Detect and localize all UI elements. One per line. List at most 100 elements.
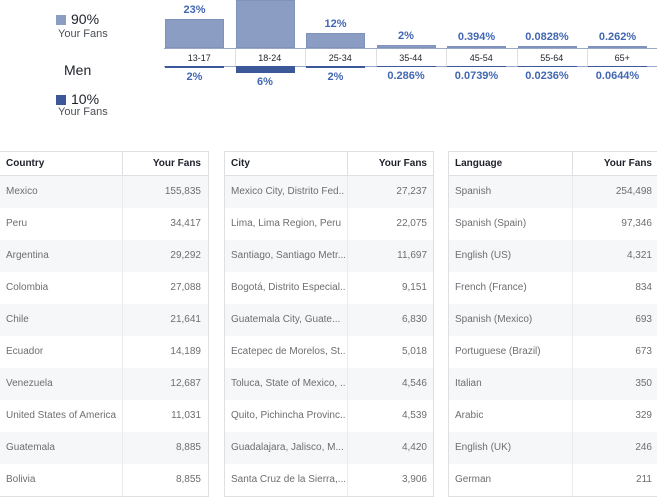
cell-divider (122, 208, 123, 240)
table-row: Argentina 29,292 (0, 240, 208, 272)
table-row: Bogotá, Distrito Especial... 9,151 (225, 272, 433, 304)
bar-men-13-17[interactable] (165, 66, 224, 69)
age-label-55-64: 55-64 (540, 53, 564, 63)
city-name: Mexico City, Distrito Fed... (231, 186, 345, 197)
cell-divider (572, 464, 573, 496)
bar-men-18-24[interactable] (235, 66, 295, 73)
city-name: Santiago, Santiago Metr... (231, 250, 345, 261)
table-row: Colombia 27,088 (0, 272, 208, 304)
bar-men-55-64[interactable] (517, 66, 577, 67)
label-men-65+: 0.0644% (595, 70, 640, 82)
fans-count: 12,687 (170, 378, 201, 389)
bar-women-13-17[interactable] (165, 19, 224, 48)
country-name: Mexico (6, 186, 38, 197)
country-name: United States of America (6, 410, 117, 421)
column-header-country[interactable]: Country (6, 158, 45, 169)
chart-axis-top (164, 48, 657, 49)
fans-count: 4,546 (401, 378, 427, 389)
label-men-13-17: 2% (186, 71, 203, 84)
fans-count: 8,885 (175, 442, 201, 453)
header-divider (122, 152, 123, 175)
bar-women-25-34[interactable] (306, 32, 365, 48)
table-row: United States of America 11,031 (0, 400, 208, 432)
age-label-35-44: 35-44 (399, 53, 423, 63)
table-row: Spanish (Spain) 97,346 (449, 208, 657, 240)
bar-women-35-44[interactable] (376, 45, 436, 48)
city-table-header: City Your Fans (225, 152, 433, 176)
bar-women-55-64[interactable] (517, 46, 577, 48)
column-header-language[interactable]: Language (455, 158, 503, 169)
age-separator (375, 49, 377, 66)
table-row: Guadalajara, Jalisco, M... 4,420 (225, 432, 433, 464)
age-separator (234, 49, 236, 66)
country-name: Ecuador (6, 346, 44, 357)
language-name: French (France) (455, 282, 527, 293)
cell-divider (572, 176, 573, 208)
fans-count: 4,539 (401, 410, 427, 421)
age-separator (587, 49, 588, 66)
country-name: Chile (6, 314, 29, 325)
language-name: Italian (455, 378, 482, 389)
label-men-35-44: 0.286% (387, 70, 425, 82)
cell-divider (347, 336, 348, 368)
fans-count: 4,420 (401, 442, 427, 453)
cell-divider (122, 272, 123, 304)
fans-count: 246 (635, 442, 652, 453)
column-header-your-fans[interactable]: Your Fans (378, 158, 427, 169)
cell-divider (572, 432, 573, 464)
table-row: Mexico City, Distrito Fed... 27,237 (225, 176, 433, 208)
column-header-your-fans[interactable]: Your Fans (603, 158, 652, 169)
bar-women-65+[interactable] (588, 46, 647, 48)
fans-count: 6,830 (401, 314, 427, 325)
bar-women-45-54[interactable] (447, 46, 506, 48)
column-header-your-fans[interactable]: Your Fans (152, 158, 201, 169)
language-name: German (455, 474, 492, 485)
bar-men-45-54[interactable] (447, 66, 506, 67)
table-row: Chile 21,641 (0, 304, 208, 336)
table-row: Lima, Lima Region, Peru 22,075 (225, 208, 433, 240)
table-row: Bolivia 8,855 (0, 464, 208, 496)
age-label-65+: 65+ (614, 53, 630, 63)
table-row: German 211 (449, 464, 657, 496)
cell-divider (347, 208, 348, 240)
city-name: Toluca, State of Mexico, ... (231, 378, 345, 389)
cell-divider (122, 176, 123, 208)
city-name: Guadalajara, Jalisco, M... (231, 442, 344, 453)
fans-count: 834 (635, 282, 652, 293)
label-women-55-64: 0.0828% (525, 31, 569, 43)
bar-men-35-44[interactable] (376, 66, 436, 67)
cell-divider (572, 400, 573, 432)
language-name: Spanish (Spain) (455, 218, 527, 229)
column-header-city[interactable]: City (231, 158, 250, 169)
table-row: Guatemala 8,885 (0, 432, 208, 464)
label-women-13-17: 23% (183, 4, 206, 16)
age-separator (516, 49, 518, 66)
age-label-13-17: 13-17 (187, 53, 211, 63)
table-row: Arabic 329 (449, 400, 657, 432)
cell-divider (347, 240, 348, 272)
table-row: Peru 34,417 (0, 208, 208, 240)
bar-men-65+[interactable] (588, 66, 647, 67)
label-women-25-34: 12% (324, 17, 347, 30)
language-table: Language Your Fans Spanish 254,498 Spanish (… (448, 151, 657, 497)
table-row: Spanish 254,498 (449, 176, 657, 208)
label-women-45-54: 0.394% (457, 31, 496, 43)
cell-divider (122, 368, 123, 400)
country-name: Guatemala (6, 442, 55, 453)
table-row: English (UK) 246 (449, 432, 657, 464)
language-name: Spanish (455, 186, 492, 197)
fans-count: 4,321 (626, 250, 652, 261)
fans-count: 11,031 (171, 410, 201, 421)
cell-divider (347, 368, 348, 400)
cell-divider (572, 304, 573, 336)
fans-count: 34,417 (170, 218, 201, 229)
age-separator (446, 49, 447, 66)
bar-men-25-34[interactable] (306, 66, 365, 69)
language-table-header: Language Your Fans (449, 152, 657, 176)
bar-women-18-24[interactable] (235, 0, 295, 48)
city-name: Bogotá, Distrito Especial... (231, 282, 345, 293)
cell-divider (572, 272, 573, 304)
label-men-55-64: 0.0236% (525, 70, 569, 82)
fans-count: 9,151 (401, 282, 427, 293)
women-fans-label: Your Fans (58, 28, 108, 40)
